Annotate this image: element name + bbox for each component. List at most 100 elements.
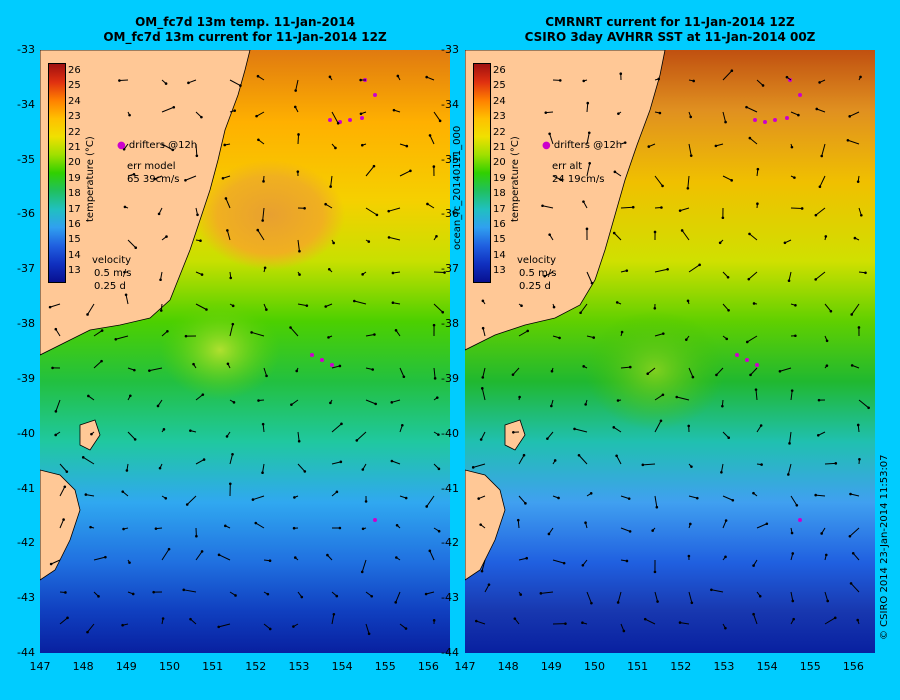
arrow-head xyxy=(266,592,270,596)
arrow-head xyxy=(617,112,620,115)
arrow-head xyxy=(371,368,375,371)
colorbar-tick-label: 23 xyxy=(68,111,81,123)
latitude-tick-label: -43 xyxy=(441,591,459,605)
velocity-arrow xyxy=(790,495,798,506)
arrow-head xyxy=(790,389,794,392)
arrow-head xyxy=(123,205,127,209)
tasmania-coast xyxy=(465,469,506,581)
colorbar-tick-label: 21 xyxy=(493,142,506,153)
tasmania-coast xyxy=(40,469,81,581)
arrow-head xyxy=(516,518,520,522)
arrow-head xyxy=(437,529,441,533)
arrow-head xyxy=(628,530,632,533)
arrow-head xyxy=(817,398,821,402)
arrow-head xyxy=(752,491,755,495)
velocity-arrow xyxy=(225,198,231,209)
velocity-arrow xyxy=(297,463,306,472)
left-velocity-legend: velocity 0.5 m/s 0.25 d xyxy=(92,254,131,293)
arrow-head xyxy=(623,141,627,144)
velocity-arrow xyxy=(154,175,163,180)
arrow-head xyxy=(522,453,526,457)
velocity-arrow xyxy=(226,230,231,241)
arrow-head xyxy=(612,426,616,429)
arrow-head xyxy=(678,209,682,212)
arrow-head xyxy=(297,439,301,443)
arrow-head xyxy=(867,406,870,410)
velocity-arrow xyxy=(433,271,445,274)
arrow-head xyxy=(710,588,713,592)
arrow-head xyxy=(590,281,594,285)
arrow-head xyxy=(481,376,485,379)
velocity-arrow xyxy=(185,175,197,181)
velocity-arrow xyxy=(87,623,95,633)
velocity-arrow xyxy=(251,331,265,337)
arrow-head xyxy=(829,309,833,313)
latitude-tick-label: -44 xyxy=(17,646,35,659)
arrow-head xyxy=(54,410,58,413)
arrow-head xyxy=(790,531,794,535)
longitude-tick-label: 147 xyxy=(454,660,476,673)
arrow-head xyxy=(585,227,589,231)
drifter-marker xyxy=(798,93,802,97)
velocity-arrow xyxy=(426,495,435,507)
arrow-head xyxy=(480,387,484,390)
arrow-head xyxy=(795,503,799,507)
arrow-head xyxy=(196,213,199,217)
arrow-head xyxy=(643,617,647,621)
arrow-head xyxy=(123,270,126,274)
arrow-head xyxy=(261,422,265,426)
arrow-head xyxy=(756,167,760,171)
velocity-arrow xyxy=(482,328,486,337)
velocity-arrow xyxy=(426,76,435,81)
drifter-marker xyxy=(328,118,332,122)
latitude-tick-label: -34 xyxy=(17,97,35,111)
velocity-arrow xyxy=(391,460,401,465)
arrow-head xyxy=(86,630,89,634)
drifters-label: drifters @12h xyxy=(553,140,623,151)
arrow-head xyxy=(680,229,684,232)
velocity-arrow xyxy=(788,271,792,281)
arrow-head xyxy=(338,526,342,530)
velocity-arrow xyxy=(749,233,758,241)
velocity-arrow xyxy=(395,591,401,603)
arrow-head xyxy=(62,518,65,521)
velocity-arrow xyxy=(433,303,444,313)
arrow-head xyxy=(339,460,343,464)
arrow-head xyxy=(520,304,523,307)
arrow-head xyxy=(692,79,695,83)
arrow-head xyxy=(857,326,861,329)
arrow-head xyxy=(164,82,168,85)
arrow-head xyxy=(657,77,661,81)
latitude-tick-label: -43 xyxy=(17,591,35,605)
arrow-head xyxy=(631,205,635,209)
velocity-arrow xyxy=(749,137,758,145)
arrow-head xyxy=(162,428,166,431)
arrow-head xyxy=(724,519,728,522)
velocity-arrow xyxy=(790,111,799,116)
arrow-head xyxy=(859,75,862,79)
model-temperature-map xyxy=(40,50,450,653)
velocity-arrow xyxy=(55,328,61,337)
arrow-head xyxy=(552,305,556,309)
arrow-head xyxy=(87,394,90,398)
arrow-head xyxy=(293,105,297,109)
arrow-head xyxy=(479,523,482,526)
arrow-head xyxy=(765,522,769,526)
err-label: err model xyxy=(127,161,176,172)
arrow-head xyxy=(223,143,227,147)
arrow-head xyxy=(200,115,203,119)
latitude-tick-label: -40 xyxy=(441,426,459,440)
velocity-arrow xyxy=(654,394,664,401)
arrow-head xyxy=(653,570,657,574)
arrow-head xyxy=(727,309,730,312)
velocity-arrow xyxy=(518,330,528,337)
drifter-markers xyxy=(310,78,377,522)
latitude-tick-label: -36 xyxy=(441,207,459,221)
longitude-tick-label: 154 xyxy=(331,660,353,673)
velocity-arrow xyxy=(858,399,869,409)
arrow-head xyxy=(661,393,665,397)
credit-label: © CSIRO 2014 23-Jan-2014 11:53:07 xyxy=(879,454,890,640)
velocity-arrow xyxy=(263,623,271,630)
left-colorbar xyxy=(48,63,66,283)
arrow-head xyxy=(714,144,718,148)
